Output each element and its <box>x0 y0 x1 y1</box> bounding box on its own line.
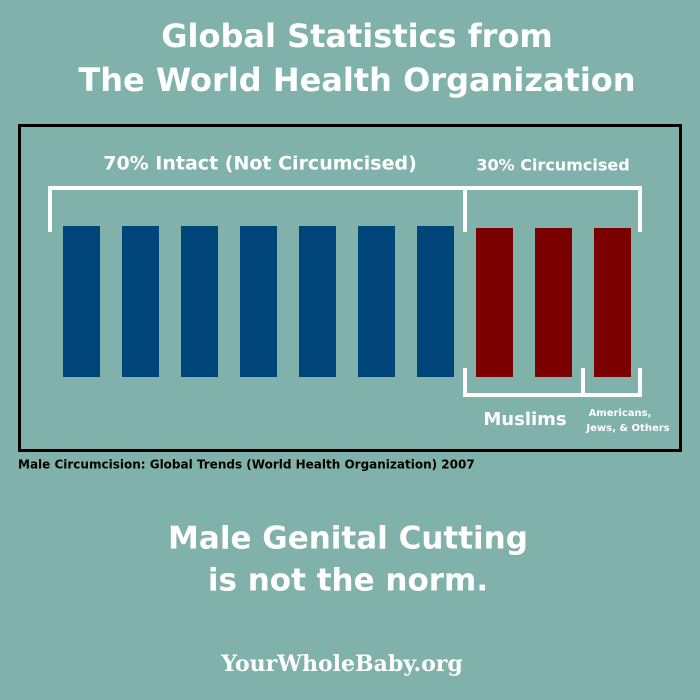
bar <box>240 226 277 377</box>
bar <box>299 226 336 377</box>
message-line: Male Genital Cutting <box>168 521 528 557</box>
bar <box>417 226 454 377</box>
bar <box>181 226 218 377</box>
title-line: The World Health Organization <box>78 61 635 99</box>
bottom-bracket <box>463 368 642 397</box>
group-label: Americans, <box>589 408 652 419</box>
title-line: Global Statistics from <box>161 17 553 55</box>
circumcised-bars <box>476 228 631 377</box>
group-label: Jews, & Others <box>585 423 669 434</box>
bar <box>122 226 159 377</box>
bar <box>358 226 395 377</box>
bar <box>63 226 100 377</box>
circumcised-label: 30% Circumcised <box>476 156 629 175</box>
intact-label: 70% Intact (Not Circumcised) <box>103 153 417 175</box>
bar <box>476 228 513 377</box>
source: Male Circumcision: Global Trends (World … <box>18 458 475 472</box>
frame <box>18 124 682 452</box>
site: YourWholeBaby.org <box>220 651 463 677</box>
bar <box>535 228 572 377</box>
top-bracket <box>48 186 642 232</box>
intact-bars <box>63 226 454 377</box>
bar <box>594 228 631 377</box>
message-line: is not the norm. <box>208 563 488 599</box>
group-label: Muslims <box>483 409 566 430</box>
